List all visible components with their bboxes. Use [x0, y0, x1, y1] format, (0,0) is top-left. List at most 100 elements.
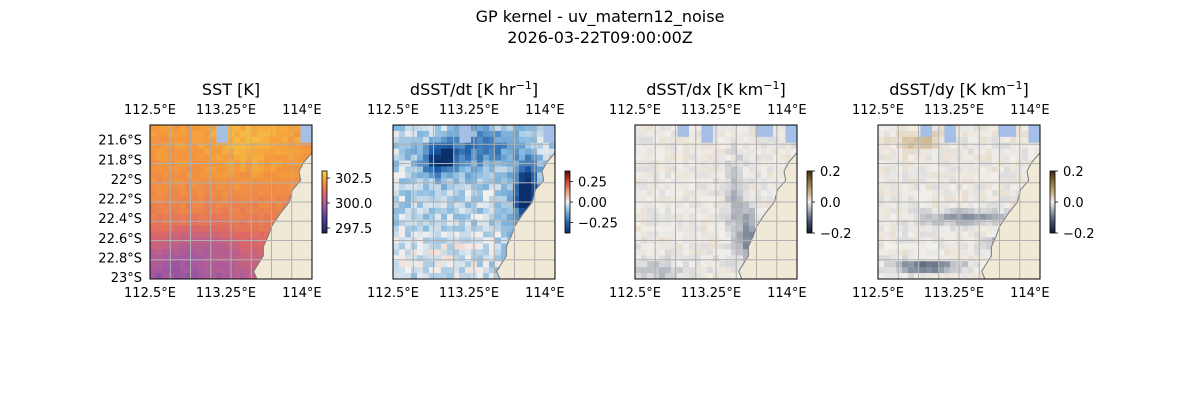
heat-cell — [489, 202, 496, 209]
heat-cell — [186, 255, 193, 262]
heat-cell — [162, 178, 169, 185]
heat-cell — [459, 166, 466, 173]
heat-cell — [240, 166, 247, 173]
heat-cell — [417, 225, 424, 233]
heat-cell — [276, 190, 283, 197]
heat-cell — [192, 148, 199, 156]
heat-cell — [507, 154, 514, 161]
heat-cell — [174, 154, 181, 161]
heat-cell — [998, 190, 1005, 197]
heat-cell — [447, 267, 454, 274]
heat-cell — [288, 178, 295, 185]
heat-cell — [252, 125, 259, 132]
heat-cell — [731, 273, 738, 279]
heat-cell — [701, 267, 708, 274]
heat-cell — [270, 148, 277, 156]
heat-cell — [477, 255, 484, 262]
heat-cell — [902, 267, 909, 274]
heat-cell — [779, 142, 786, 150]
heat-cell — [653, 207, 660, 215]
heat-cell — [671, 184, 678, 191]
heat-cell — [447, 202, 454, 209]
heat-cell — [441, 136, 448, 144]
heat-cell — [635, 178, 642, 185]
heat-cell — [459, 249, 466, 256]
map-area — [635, 125, 797, 279]
heat-cell — [641, 249, 648, 256]
heat-cell — [641, 273, 648, 279]
heat-cell — [641, 267, 648, 274]
heat-cell — [884, 261, 891, 268]
heat-cell — [495, 172, 502, 179]
heat-cell — [489, 148, 496, 156]
heat-cell — [216, 207, 223, 215]
heat-cell — [435, 184, 442, 191]
heat-cell — [465, 178, 472, 185]
heat-cell — [435, 202, 442, 209]
heat-cell — [647, 178, 654, 185]
heat-cell — [914, 125, 921, 132]
heat-cell — [1028, 154, 1035, 161]
heat-cell — [258, 202, 265, 209]
heat-cell — [653, 231, 660, 238]
heat-cell — [980, 219, 987, 227]
heat-cell — [1016, 184, 1023, 191]
heat-cell — [453, 196, 460, 203]
heat-cell — [980, 225, 987, 233]
heat-cell — [725, 136, 732, 144]
heat-cell — [890, 273, 897, 279]
heat-cell — [641, 219, 648, 227]
heat-cell — [489, 130, 496, 138]
heat-cell — [411, 148, 418, 156]
heat-cell — [671, 196, 678, 203]
heat-cell — [162, 231, 169, 238]
heat-cell — [168, 190, 175, 197]
heat-cell — [974, 219, 981, 227]
heat-cell — [423, 190, 430, 197]
heat-cell — [689, 190, 696, 197]
heat-cell — [417, 207, 424, 215]
heat-cell — [938, 207, 945, 215]
heat-cell — [477, 130, 484, 138]
heat-cell — [938, 249, 945, 256]
heat-cell — [519, 202, 526, 209]
heat-cell — [423, 202, 430, 209]
heat-cell — [174, 219, 181, 227]
heat-cell — [150, 261, 157, 268]
heat-cell — [932, 225, 939, 233]
heat-cell — [707, 172, 714, 179]
x-tick-label-top: 112.5°E — [852, 103, 904, 118]
heat-cell — [719, 148, 726, 156]
heat-cell — [210, 166, 217, 173]
heat-cell — [767, 190, 774, 197]
heat-cell — [1004, 166, 1011, 173]
heat-cell — [399, 172, 406, 179]
heat-cell — [779, 178, 786, 185]
heat-cell — [162, 142, 169, 150]
heat-cell — [914, 249, 921, 256]
heat-cell — [216, 172, 223, 179]
y-tick-label: 23°S — [111, 271, 142, 286]
heat-cell — [884, 207, 891, 215]
heat-cell — [459, 172, 466, 179]
colorbar-tick-label: 0.25 — [578, 176, 607, 191]
heat-cell — [677, 154, 684, 161]
heat-cell — [725, 154, 732, 161]
heat-cell — [647, 213, 654, 221]
heat-cell — [246, 273, 253, 279]
heat-cell — [174, 249, 181, 256]
colorbar-tick-label: −0.2 — [820, 227, 852, 242]
colorbar: 0.20.0−0.2 — [1049, 165, 1095, 242]
heat-cell — [519, 184, 526, 191]
heat-cell — [234, 136, 241, 144]
heat-cell — [186, 190, 193, 197]
heat-cell — [465, 166, 472, 173]
heat-cell — [423, 178, 430, 185]
heat-cell — [405, 273, 412, 279]
heat-cell — [180, 207, 187, 215]
heat-cell — [204, 166, 211, 173]
heat-cell — [210, 231, 217, 238]
heat-cell — [507, 166, 514, 173]
heat-cell — [441, 219, 448, 227]
heat-cell — [393, 142, 400, 150]
